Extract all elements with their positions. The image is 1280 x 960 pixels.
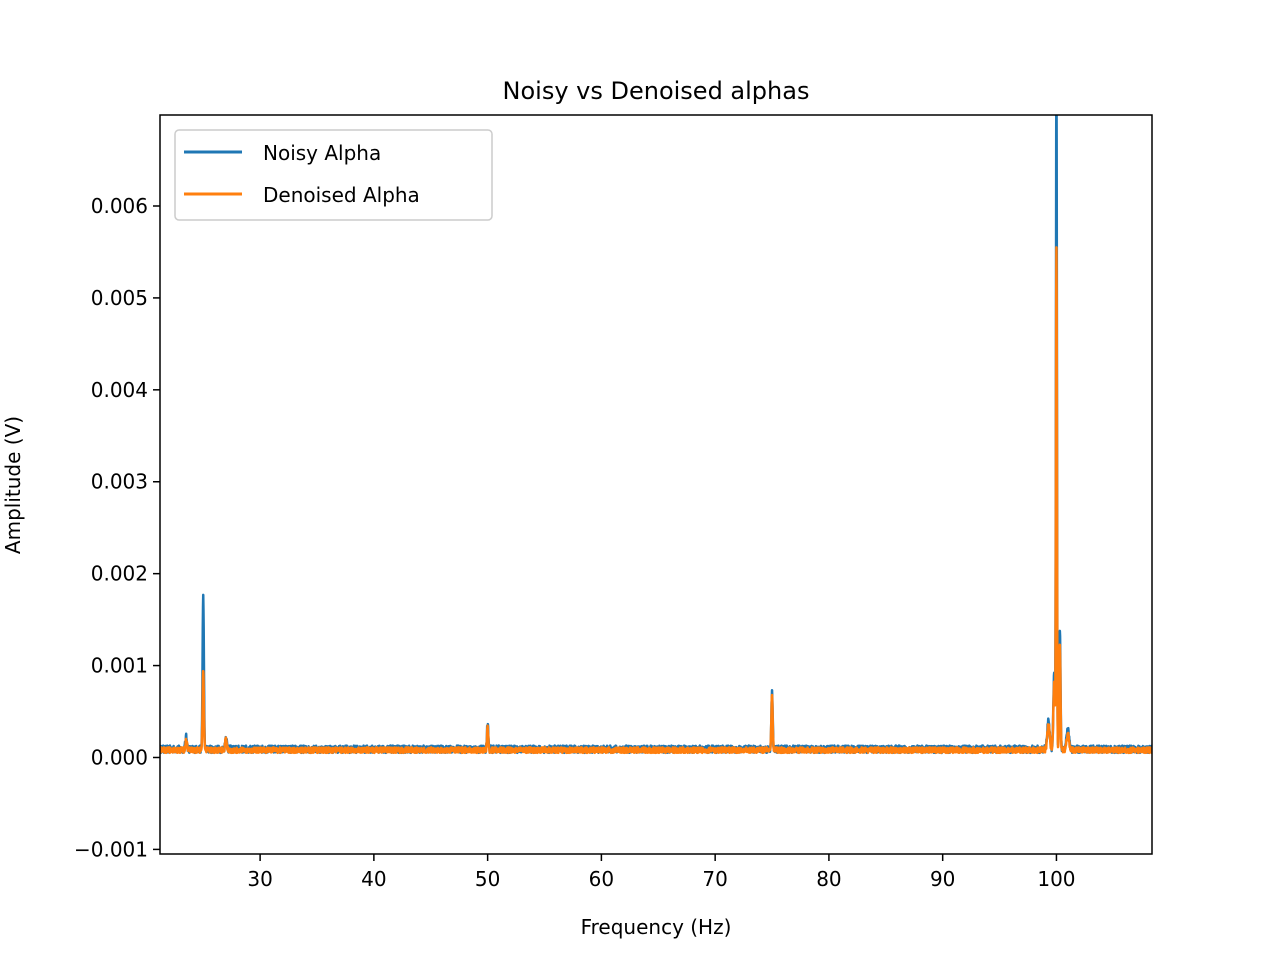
- x-tick-label: 50: [475, 867, 500, 891]
- y-tick-label: −0.001: [74, 837, 148, 861]
- legend-box: [174, 129, 493, 221]
- y-axis: −0.001 0.000 0.001 0.002 0.003 0.004 0.005 0.00…: [74, 194, 160, 861]
- x-tick-label: 60: [589, 867, 614, 891]
- plot-area: [160, 115, 1152, 854]
- y-tick-label: 0.005: [91, 286, 148, 310]
- x-tick-label: 30: [247, 867, 272, 891]
- legend-label-noisy: Noisy Alpha: [263, 141, 381, 165]
- y-tick-label: 0.004: [91, 378, 148, 402]
- y-tick-label: 0.000: [91, 745, 148, 769]
- x-axis-label: Frequency (Hz): [581, 915, 732, 939]
- x-tick-label: 90: [930, 867, 955, 891]
- x-tick-label: 70: [702, 867, 727, 891]
- legend: Noisy Alpha Denoised Alpha: [174, 129, 493, 221]
- series-line-denoised-alpha: [160, 246, 1152, 755]
- x-tick-label: 40: [361, 867, 386, 891]
- y-tick-label: 0.002: [91, 562, 148, 586]
- y-tick-label: 0.006: [91, 194, 148, 218]
- plot-frame: [159, 114, 1153, 855]
- x-tick-label: 100: [1037, 867, 1075, 891]
- legend-label-denoised: Denoised Alpha: [263, 183, 420, 207]
- x-tick-label: 80: [816, 867, 841, 891]
- y-tick-label: 0.003: [91, 470, 148, 494]
- series-layer: [160, 115, 1152, 755]
- x-axis: 30 40 50 60 70 80 90 100: [247, 854, 1076, 891]
- y-tick-label: 0.001: [91, 654, 148, 678]
- y-axis-label: Amplitude (V): [1, 416, 25, 554]
- chart-title: Noisy vs Denoised alphas: [503, 77, 810, 105]
